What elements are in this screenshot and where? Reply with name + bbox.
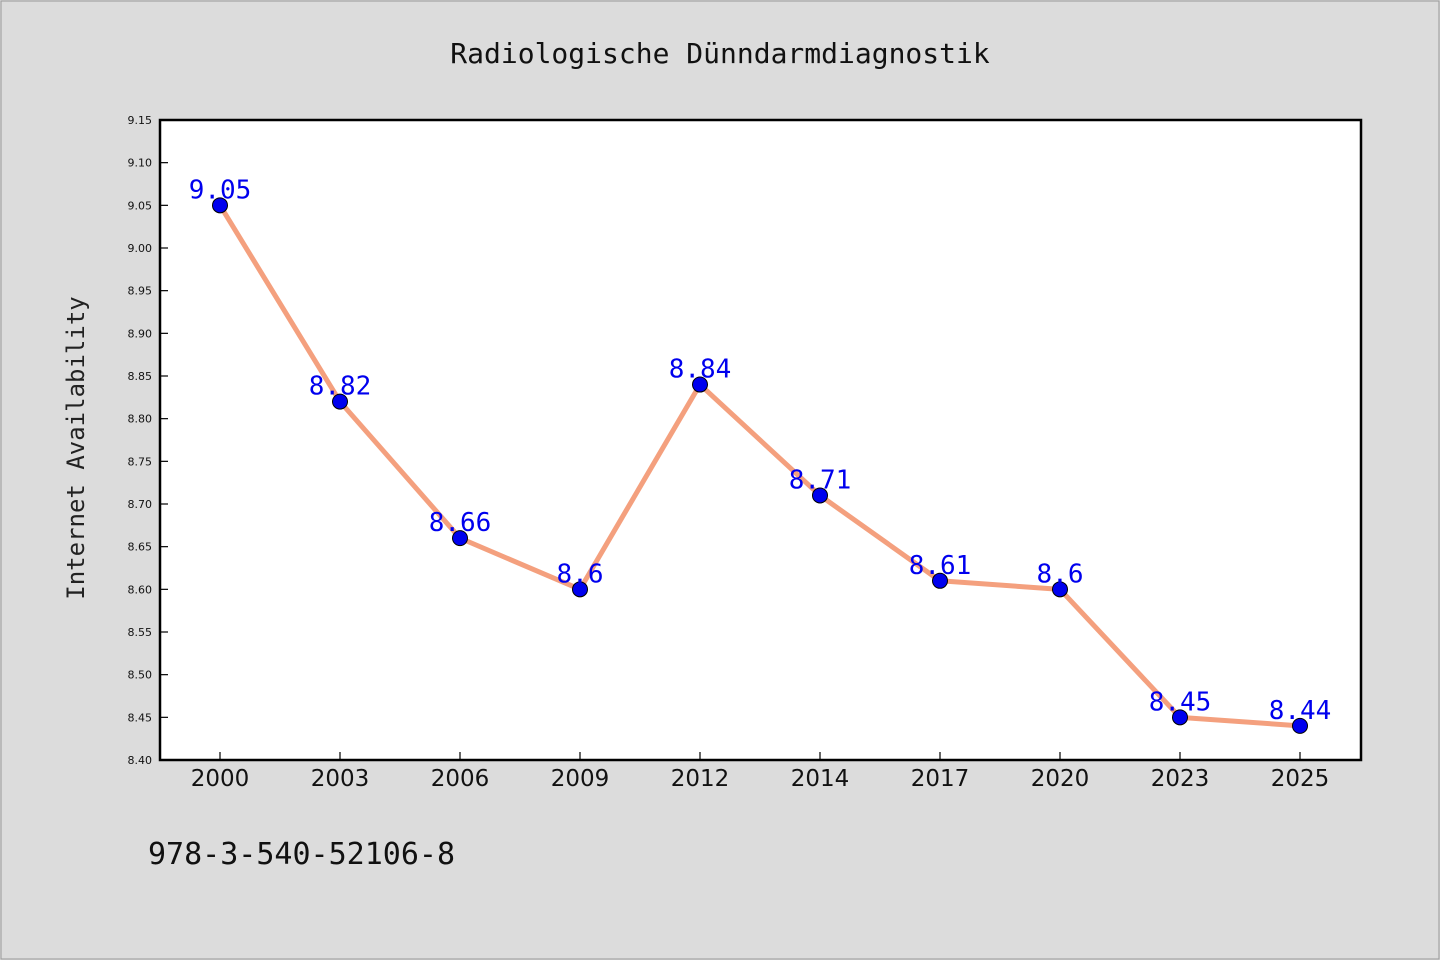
x-tick-label: 2012 bbox=[671, 766, 730, 792]
data-label: 8.84 bbox=[669, 355, 732, 385]
data-point bbox=[572, 581, 588, 598]
y-tick-label: 9.00 bbox=[128, 242, 153, 255]
y-tick-label: 8.95 bbox=[128, 285, 153, 298]
data-point bbox=[332, 393, 348, 410]
y-tick-label: 8.90 bbox=[128, 327, 153, 340]
data-point bbox=[932, 572, 948, 589]
y-tick-label: 8.40 bbox=[128, 754, 153, 767]
data-point bbox=[1292, 717, 1308, 734]
x-tick-label: 2014 bbox=[791, 766, 850, 792]
data-label: 8.82 bbox=[309, 372, 372, 402]
data-point bbox=[212, 197, 228, 214]
data-labels: 9.05 8.82 8.66 8.6 8.84 8.71 8.61 8.6 8.45 8.44 bbox=[189, 175, 1332, 726]
data-point bbox=[692, 376, 708, 393]
y-tick-label: 8.70 bbox=[128, 498, 153, 511]
data-label: 8.6 bbox=[1037, 559, 1084, 589]
x-axis-ticks: 2000 2003 2006 2009 2012 2014 2017 2020 2023 2025 bbox=[191, 752, 1330, 792]
y-tick-label: 8.80 bbox=[128, 413, 153, 426]
y-tick-label: 8.45 bbox=[128, 711, 153, 724]
data-label: 8.45 bbox=[1149, 687, 1212, 717]
isbn-footnote: 978-3-540-52106-8 bbox=[148, 837, 455, 872]
plot-area bbox=[158, 118, 1363, 762]
x-tick-label: 2009 bbox=[551, 766, 610, 792]
y-tick-label: 9.15 bbox=[128, 114, 153, 127]
data-label: 8.61 bbox=[909, 551, 972, 581]
y-tick-label: 8.75 bbox=[128, 455, 153, 468]
x-tick-label: 2003 bbox=[311, 766, 370, 792]
x-tick-label: 2000 bbox=[191, 766, 250, 792]
y-tick-label: 8.50 bbox=[128, 669, 153, 682]
x-tick-label: 2020 bbox=[1031, 766, 1090, 792]
y-tick-label: 8.60 bbox=[128, 583, 153, 596]
x-tick-label: 2006 bbox=[431, 766, 490, 792]
data-label: 8.6 bbox=[557, 559, 604, 589]
x-tick-label: 2023 bbox=[1151, 766, 1210, 792]
x-tick-label: 2017 bbox=[911, 766, 970, 792]
data-label: 8.66 bbox=[429, 508, 492, 538]
chart-title: Radiologische Dünndarmdiagnostik bbox=[450, 37, 990, 70]
data-point bbox=[1052, 581, 1068, 598]
y-tick-label: 8.85 bbox=[128, 370, 153, 383]
y-tick-label: 8.65 bbox=[128, 541, 153, 554]
data-point bbox=[452, 530, 468, 547]
y-tick-label: 9.05 bbox=[128, 199, 153, 212]
data-label: 8.71 bbox=[789, 465, 852, 495]
data-label: 8.44 bbox=[1269, 696, 1332, 726]
data-point bbox=[1172, 709, 1188, 726]
series-line bbox=[217, 202, 1303, 729]
y-axis-label: Internet Availability bbox=[62, 296, 90, 599]
y-tick-label: 9.10 bbox=[128, 157, 153, 170]
series-markers bbox=[212, 197, 1308, 734]
x-tick-label: 2025 bbox=[1271, 766, 1330, 792]
y-tick-label: 8.55 bbox=[128, 626, 153, 639]
data-point bbox=[812, 487, 828, 504]
y-axis-ticks: 8.40 8.45 8.50 8.55 8.60 8.65 8.70 8.75 8.80 8.85… bbox=[128, 114, 168, 767]
data-label: 9.05 bbox=[189, 175, 252, 205]
